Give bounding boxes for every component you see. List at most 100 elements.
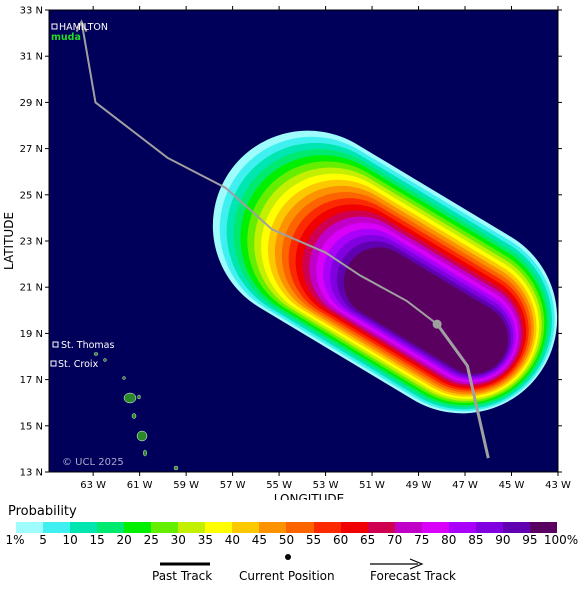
- island-montserrat: [131, 413, 137, 419]
- scale-label: 1%: [5, 533, 25, 547]
- scale-label: 5: [39, 533, 47, 547]
- lon-tick-label: 55 W: [266, 480, 292, 491]
- island-small-3: [93, 352, 99, 356]
- scale-swatch: [43, 522, 71, 533]
- lon-tick-label: 49 W: [406, 480, 432, 491]
- island-small-4: [103, 358, 107, 362]
- scale-label: 20: [116, 533, 132, 547]
- lon-tick-label: 45 W: [499, 480, 525, 491]
- scale-label: 60: [332, 533, 349, 547]
- scale-swatch: [178, 522, 206, 533]
- scale-label: 15: [89, 533, 105, 547]
- lat-tick-label: 31 N: [20, 52, 43, 63]
- scale-swatch: [70, 522, 98, 533]
- lat-tick-label: 15 N: [20, 421, 43, 432]
- lon-tick-label: 53 W: [313, 480, 339, 491]
- scale-swatch: [475, 522, 503, 533]
- lat-tick-label: 19 N: [20, 329, 43, 340]
- scale-swatch: [205, 522, 233, 533]
- hamilton-label: HAMILTON: [59, 22, 108, 33]
- scale-swatch: [340, 522, 368, 533]
- scale-label: 50: [278, 533, 295, 547]
- scale-label: 25: [143, 533, 159, 547]
- probability-scale-labels: 1% 5 10 15 20 25 30 35 40 45 50 55 60 65 70 75 80 85 90 95 1…: [0, 533, 580, 549]
- island-antigua: [123, 392, 137, 404]
- scale-label: 90: [495, 533, 511, 547]
- scale-swatch: [286, 522, 314, 533]
- island-martinique: [173, 465, 179, 471]
- scale-swatch: [529, 522, 557, 533]
- lat-tick-label: 33 N: [20, 6, 43, 17]
- scale-label: 10: [62, 533, 78, 547]
- island-small-2: [137, 394, 141, 400]
- legend-title: Probability: [8, 504, 77, 519]
- current-position-label: Current Position: [239, 569, 335, 583]
- lon-tick-label: 57 W: [220, 480, 246, 491]
- island-guadeloupe: [136, 430, 148, 442]
- lon-tick-label: 47 W: [452, 480, 478, 491]
- current-position-marker: [432, 319, 442, 329]
- island-dominica: [142, 449, 147, 457]
- scale-label: 70: [387, 533, 403, 547]
- track-line: [80, 21, 438, 325]
- scale-swatch: [97, 522, 125, 533]
- island-small-1: [122, 376, 126, 380]
- lat-tick-label: 27 N: [20, 144, 43, 155]
- st-thomas-marker: [52, 341, 59, 348]
- scale-swatch: [502, 522, 530, 533]
- past-track-label: Past Track: [152, 569, 213, 583]
- bermuda-label: muda: [51, 32, 81, 43]
- forecast-track-line: [435, 323, 490, 459]
- probability-map: 33 N 31 N 29 N 27 N 25 N 23 N 21 N 19 N 17 N 15 N…: [2, 6, 571, 501]
- scale-label: 85: [468, 533, 484, 547]
- scale-swatch: [367, 522, 395, 533]
- scale-swatch: [259, 522, 287, 533]
- scale-label: 45: [251, 533, 268, 547]
- forecast-track-label: Forecast Track: [370, 569, 456, 583]
- lat-tick-label: 25 N: [20, 190, 43, 201]
- scale-swatch: [421, 522, 449, 533]
- lat-tick-label: 13 N: [20, 468, 43, 479]
- lon-tick-label: 61 W: [127, 480, 153, 491]
- lat-tick-label: 23 N: [20, 237, 43, 248]
- lon-tick-label: 63 W: [80, 480, 106, 491]
- st-croix-marker: [50, 360, 57, 367]
- probability-color-scale: [16, 522, 557, 533]
- y-axis-title: LATITUDE: [2, 212, 16, 270]
- track-arrowhead: [75, 19, 88, 32]
- current-position-swatch: [285, 554, 291, 560]
- lat-tick-label: 29 N: [20, 98, 43, 109]
- lat-tick-label: 17 N: [20, 375, 43, 386]
- st-croix-label: St. Croix: [58, 359, 99, 370]
- islands: [93, 352, 179, 471]
- scale-label: 35: [197, 533, 213, 547]
- scale-swatch: [151, 522, 179, 533]
- scale-swatch: [448, 522, 476, 533]
- scale-label: 100%: [543, 533, 579, 547]
- scale-swatch: [394, 522, 422, 533]
- scale-label: 65: [360, 533, 376, 547]
- x-axis-title: LONGITUDE: [274, 492, 344, 500]
- axis-ticks: 33 N 31 N 29 N 27 N 25 N 23 N 21 N 19 N 17 N 15 N…: [20, 6, 571, 492]
- probability-swath: [212, 130, 558, 414]
- scale-label: 55: [305, 533, 322, 547]
- track-legend: Past Track Current Position Forecast Tra…: [0, 552, 580, 592]
- credit-label: © UCL 2025: [62, 457, 124, 468]
- hamilton-marker: [51, 23, 58, 30]
- scale-label: 40: [224, 533, 241, 547]
- lon-tick-label: 59 W: [173, 480, 199, 491]
- scale-swatch: [124, 522, 152, 533]
- scale-swatch: [313, 522, 341, 533]
- lon-tick-label: 51 W: [359, 480, 385, 491]
- scale-swatch: [16, 522, 44, 533]
- probability-band: [343, 247, 509, 374]
- scale-label: 95: [522, 533, 538, 547]
- st-thomas-label: St. Thomas: [61, 340, 115, 351]
- scale-label: 75: [414, 533, 430, 547]
- scale-label: 30: [170, 533, 186, 547]
- scale-swatch: [232, 522, 260, 533]
- lon-tick-label: 43 W: [545, 480, 571, 491]
- lat-tick-label: 21 N: [20, 283, 43, 294]
- forecast-arrow-icon: [409, 558, 424, 570]
- scale-label: 80: [441, 533, 457, 547]
